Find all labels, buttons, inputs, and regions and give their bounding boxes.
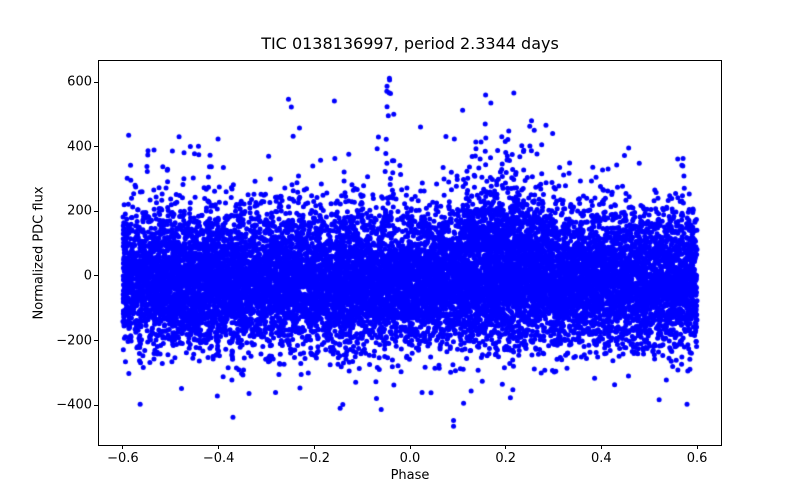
y-tick-mark: [94, 340, 98, 342]
y-tick-label: 400: [67, 139, 92, 155]
y-tick-label: 200: [67, 203, 92, 219]
x-tick-mark: [600, 445, 602, 449]
x-tick-mark: [505, 445, 507, 449]
y-tick-label: −400: [56, 397, 92, 413]
chart-title: TIC 0138136997, period 2.3344 days: [261, 34, 559, 53]
y-axis-label: Normalized PDC flux: [31, 186, 47, 320]
x-tick-label: 0.6: [686, 451, 708, 466]
x-tick-mark: [313, 445, 315, 449]
y-tick-label: −200: [56, 333, 92, 349]
y-tick-mark: [94, 275, 98, 277]
y-tick-mark: [94, 210, 98, 212]
x-axis-label: Phase: [390, 468, 430, 483]
x-tick-mark: [218, 445, 220, 449]
y-tick-label: 600: [67, 74, 92, 90]
x-tick-mark: [696, 445, 698, 449]
plot-area: [98, 60, 722, 446]
x-tick-label: 0.4: [591, 451, 612, 466]
y-tick-mark: [94, 146, 98, 148]
x-tick-label: −0.4: [202, 451, 235, 466]
x-tick-label: −0.2: [298, 451, 331, 466]
x-tick-mark: [122, 445, 124, 449]
y-tick-label: 0: [83, 268, 92, 284]
x-tick-mark: [409, 445, 411, 449]
x-tick-label: 0.2: [495, 451, 517, 466]
x-tick-label: −0.6: [107, 451, 139, 466]
y-tick-mark: [94, 81, 98, 83]
scatter-points-canvas: [99, 61, 721, 445]
y-tick-mark: [94, 404, 98, 406]
x-tick-label: 0.0: [399, 451, 421, 466]
